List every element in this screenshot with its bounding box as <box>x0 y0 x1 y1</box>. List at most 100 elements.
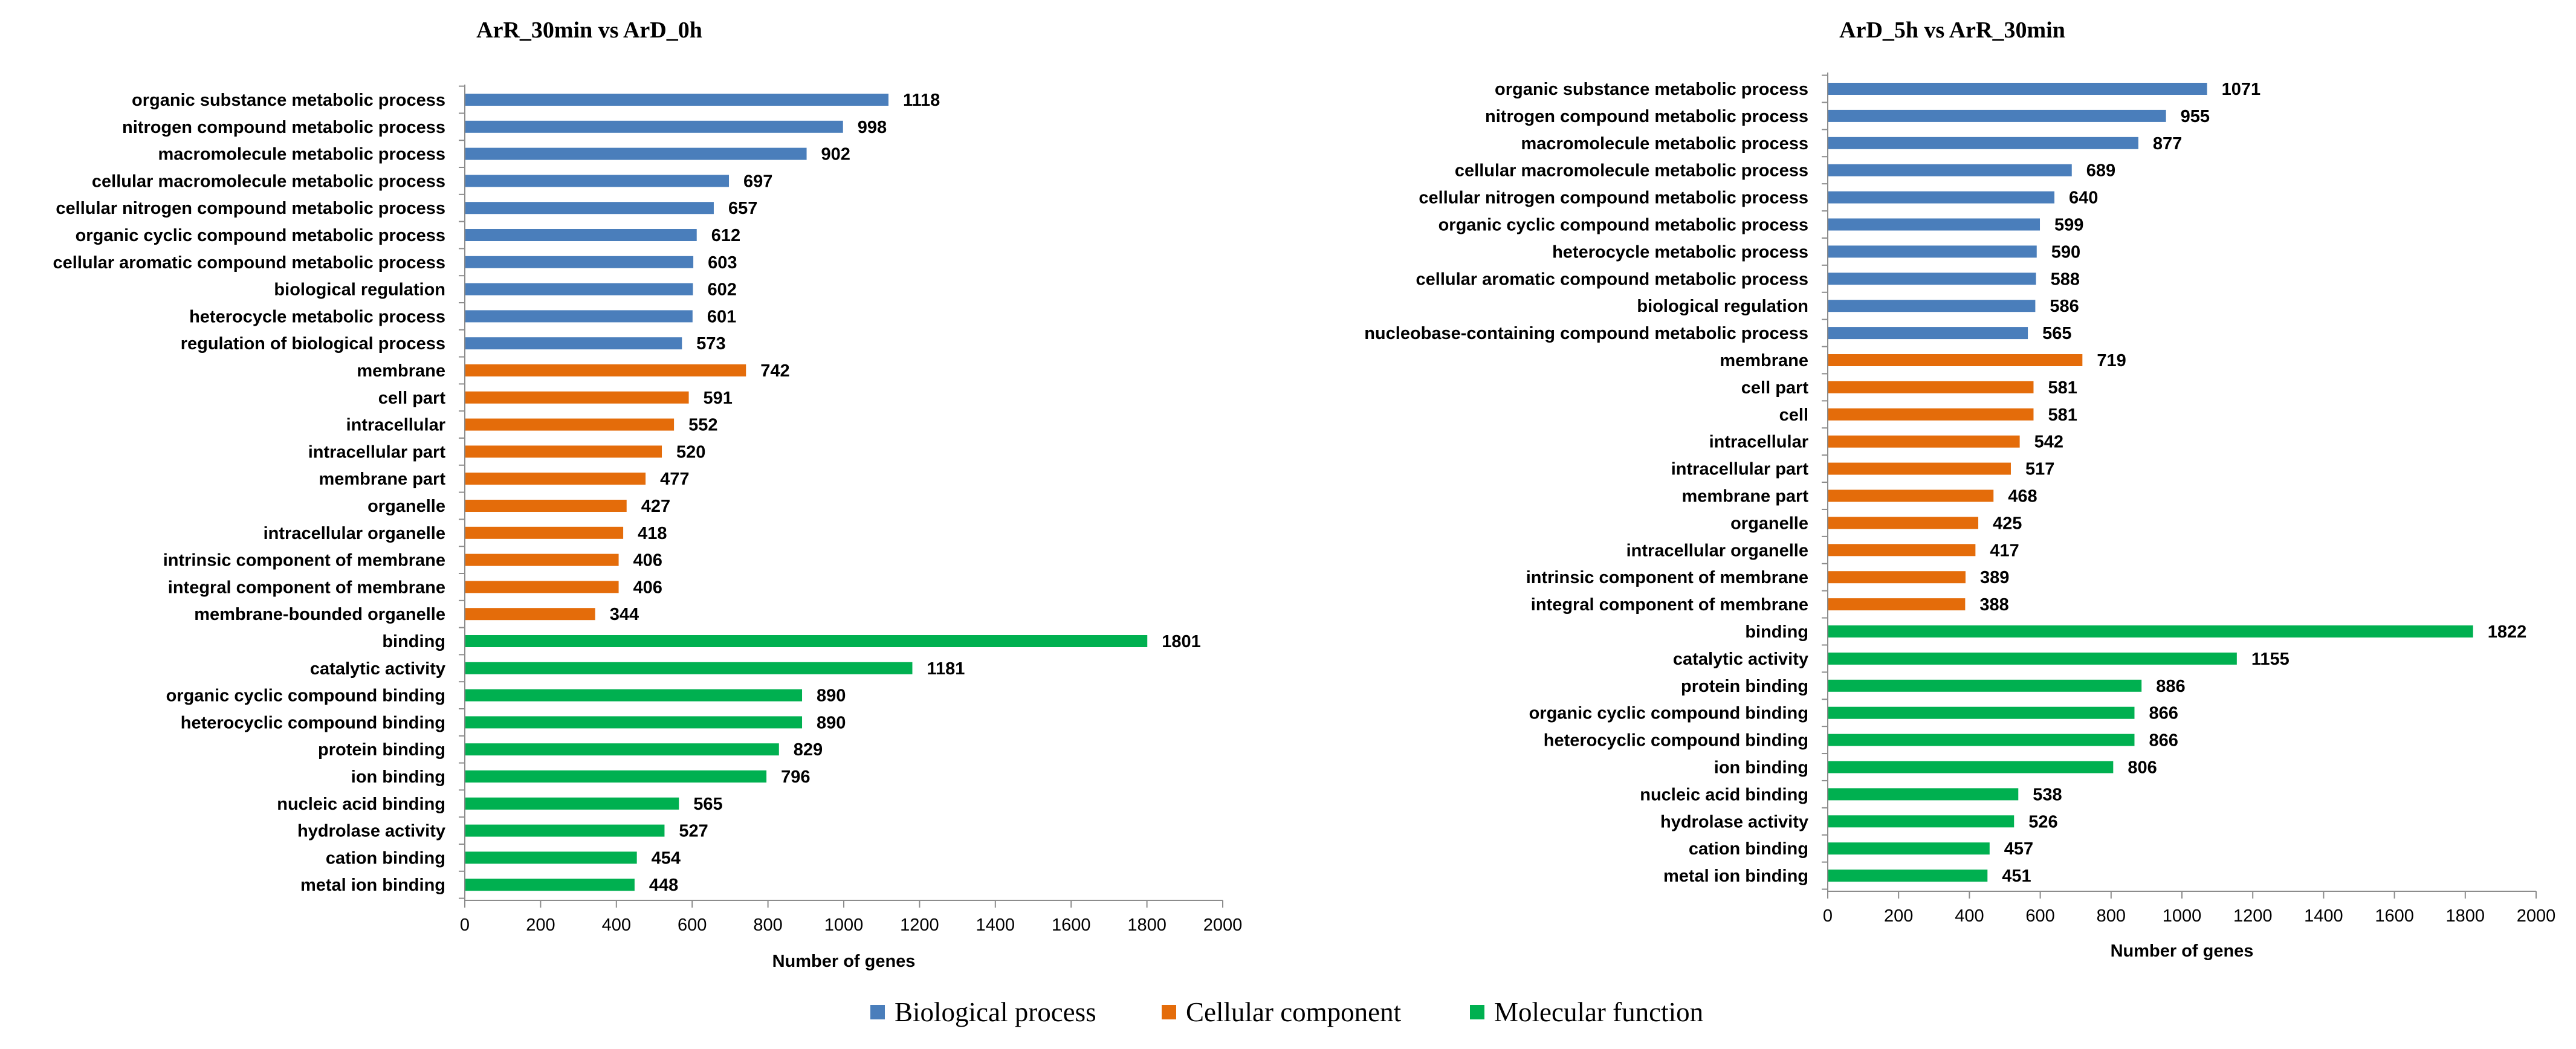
legend-swatch <box>1162 1005 1176 1019</box>
category-label: membrane <box>1720 351 1808 370</box>
data-label: 581 <box>2048 405 2077 425</box>
category-label: metal ion binding <box>1663 867 1808 886</box>
category-label: intracellular organelle <box>264 524 445 543</box>
category-label: hydrolase activity <box>1660 812 1808 831</box>
x-tick-label: 2000 <box>1203 915 1243 935</box>
bar <box>465 608 595 621</box>
data-label: 599 <box>2054 216 2083 235</box>
bar <box>465 770 767 783</box>
bar <box>1828 870 1988 882</box>
bar <box>1828 83 2207 95</box>
x-tick-label: 800 <box>753 915 782 935</box>
bar <box>465 94 888 106</box>
category-label: intracellular part <box>1671 460 1809 479</box>
bar <box>465 283 693 295</box>
legend-label: Cellular component <box>1186 997 1402 1027</box>
bar <box>465 879 635 891</box>
data-label: 527 <box>679 822 708 841</box>
data-label: 520 <box>676 442 705 462</box>
category-label: membrane <box>357 361 445 381</box>
data-label: 1801 <box>1162 632 1201 651</box>
data-label: 902 <box>821 145 850 164</box>
bar <box>1828 109 2166 122</box>
category-label: cation binding <box>326 848 445 868</box>
category-label: cell part <box>1741 378 1809 398</box>
data-label: 877 <box>2153 134 2182 153</box>
data-label: 657 <box>728 199 757 218</box>
legend-swatch <box>1470 1005 1484 1019</box>
x-tick-label: 1600 <box>1052 915 1091 935</box>
category-label: organelle <box>367 497 445 516</box>
bar <box>1828 815 2015 828</box>
category-label: nucleobase-containing compound metabolic… <box>1364 324 1808 343</box>
bar <box>465 120 843 133</box>
data-label: 719 <box>2097 351 2126 370</box>
category-label: intracellular <box>346 416 445 435</box>
bar <box>1828 462 2011 475</box>
x-tick-label: 1200 <box>900 915 939 935</box>
data-label: 591 <box>704 389 733 408</box>
bar <box>1828 788 2019 801</box>
category-label: cation binding <box>1689 839 1808 859</box>
x-tick-label: 1200 <box>2233 906 2273 926</box>
x-tick-label: 1800 <box>1127 915 1167 935</box>
data-label: 866 <box>2149 731 2178 750</box>
x-tick-label: 400 <box>1955 906 1984 926</box>
category-label: nitrogen compound metabolic process <box>1485 107 1808 126</box>
data-label: 406 <box>633 578 662 597</box>
data-label: 1118 <box>903 91 940 110</box>
bar <box>1828 489 1994 502</box>
x-tick-label: 200 <box>1884 906 1913 926</box>
bar <box>1828 517 1979 529</box>
category-label: organic substance metabolic process <box>132 91 445 110</box>
bar <box>465 473 646 485</box>
bar <box>465 797 679 810</box>
bar <box>1828 544 1976 557</box>
category-label: catalytic activity <box>1673 650 1808 669</box>
category-label: heterocyclic compound binding <box>1544 731 1808 750</box>
data-label: 538 <box>2033 785 2062 804</box>
data-label: 689 <box>2086 161 2115 181</box>
category-label: integral component of membrane <box>1531 595 1808 615</box>
data-label: 581 <box>2048 378 2077 398</box>
category-label: organelle <box>1730 514 1808 533</box>
bar <box>1828 354 2083 366</box>
data-label: 829 <box>794 740 823 760</box>
legend-label: Molecular function <box>1494 997 1703 1027</box>
data-label: 742 <box>760 361 789 381</box>
chart-right: ArD_5h vs ArR_30min 0 200 400 600 800 1000 1200… <box>1364 18 2555 961</box>
bar <box>1828 679 2142 692</box>
data-label: 565 <box>693 795 722 814</box>
data-label: 886 <box>2156 677 2185 696</box>
category-label: membrane-bounded organelle <box>194 605 445 624</box>
data-label: 602 <box>707 280 736 300</box>
data-label: 603 <box>708 253 737 273</box>
data-label: 552 <box>688 416 717 435</box>
x-tick-label: 0 <box>460 915 470 935</box>
bar <box>1828 381 2034 393</box>
category-label: organic cyclic compound metabolic proces… <box>1438 216 1808 235</box>
x-tick-label: 1800 <box>2446 906 2485 926</box>
bar <box>1828 408 2034 421</box>
chart-left: ArR_30min vs ArD_0h 0 200 400 600 800 1000 1200… <box>53 18 1243 971</box>
bar <box>465 716 803 729</box>
bar <box>1828 273 2036 285</box>
bar <box>465 418 675 431</box>
data-label: 517 <box>2025 460 2054 479</box>
data-label: 1155 <box>2251 650 2290 669</box>
legend-swatch <box>870 1005 885 1019</box>
data-label: 468 <box>2008 487 2037 506</box>
data-label: 454 <box>652 848 681 868</box>
bar <box>465 500 627 512</box>
category-label: catalytic activity <box>310 659 445 679</box>
data-label: 998 <box>858 118 887 137</box>
category-label: binding <box>1745 622 1808 642</box>
legend: Biological process Cellular component Mole… <box>870 997 1703 1027</box>
category-label: cellular nitrogen compound metabolic pro… <box>1419 189 1808 208</box>
category-label: cellular macromolecule metabolic process <box>92 172 445 191</box>
category-label: cellular macromolecule metabolic process <box>1455 161 1808 181</box>
category-label: ion binding <box>1714 758 1808 778</box>
bar <box>465 824 665 837</box>
category-label: heterocycle metabolic process <box>189 307 445 326</box>
